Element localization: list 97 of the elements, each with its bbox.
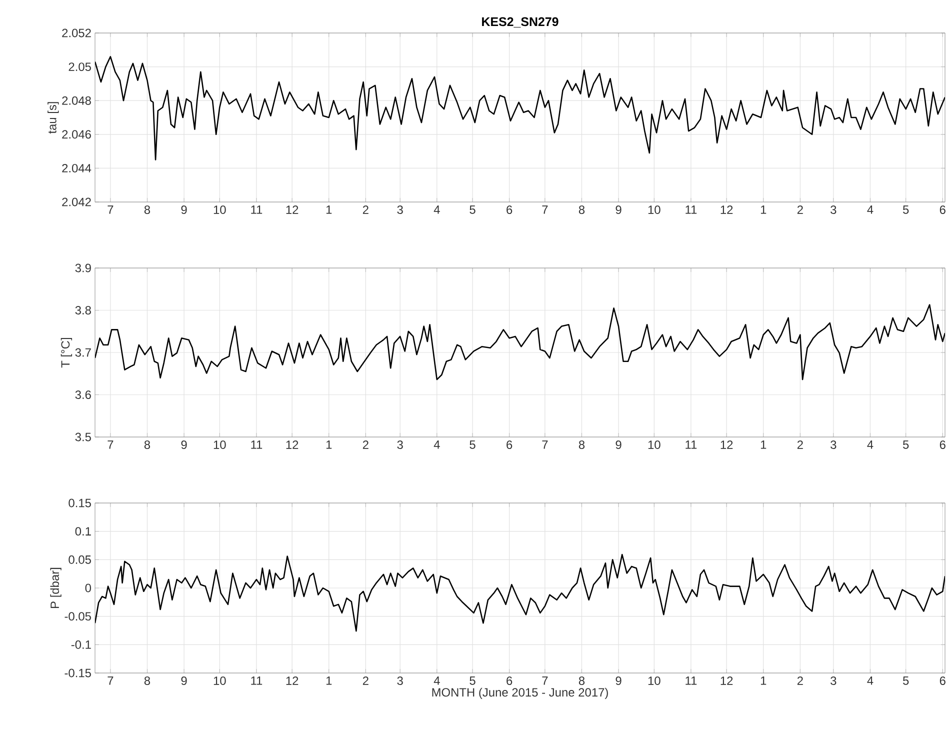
- x-tick-label: 8: [578, 206, 585, 214]
- x-tick-label: 9: [616, 440, 622, 449]
- x-tick-label: 3: [830, 206, 836, 214]
- x-tick-label: 7: [108, 206, 114, 214]
- x-tick-label: 8: [578, 440, 585, 449]
- y-tick-label: 3.9: [75, 264, 91, 272]
- x-tick-label: 6: [506, 440, 512, 449]
- x-tick-label: 11: [686, 206, 697, 214]
- y-tick-label: 0.1: [75, 527, 91, 536]
- x-tick-label: 1: [326, 676, 332, 685]
- x-tick-label: 5: [470, 676, 476, 685]
- x-tick-label: 1: [760, 676, 766, 685]
- x-tick-label: 12: [720, 206, 733, 214]
- x-tick-label: 8: [144, 206, 150, 214]
- x-tick-label: 7: [108, 676, 114, 685]
- x-tick-label: 12: [286, 676, 298, 685]
- x-tick-label: 11: [251, 206, 262, 214]
- y-tick-label: 2.048: [62, 96, 91, 105]
- x-tick-label: 5: [470, 440, 476, 449]
- x-tick-label: 4: [867, 206, 874, 214]
- x-tick-label: 9: [616, 206, 622, 214]
- x-tick-label: 4: [434, 440, 440, 449]
- x-tick-label: 7: [542, 676, 548, 685]
- x-tick-label: 1: [326, 206, 332, 214]
- y-tick-label: 3.5: [75, 432, 91, 442]
- x-tick-label: 10: [214, 440, 226, 449]
- x-tick-label: 3: [397, 206, 403, 214]
- x-tick-label: 3: [830, 440, 836, 449]
- chart-title: KES2_SN279: [482, 17, 558, 28]
- x-tick-label: 9: [181, 206, 187, 214]
- y-axis-title: tau [s]: [48, 102, 59, 134]
- y-tick-label: 3.7: [75, 348, 91, 357]
- x-tick-label: 2: [797, 676, 803, 685]
- x-tick-label: 12: [286, 206, 298, 214]
- line-series: [95, 554, 946, 632]
- x-tick-label: 11: [251, 440, 262, 449]
- x-tick-label: 5: [902, 440, 909, 449]
- y-tick-label: 3.8: [75, 306, 91, 314]
- x-tick-label: 9: [181, 440, 187, 449]
- x-tick-label: 7: [542, 440, 548, 449]
- x-tick-label: 6: [506, 676, 512, 685]
- x-tick-label: 5: [902, 206, 909, 214]
- x-tick-label: 2: [797, 440, 803, 449]
- x-tick-label: 11: [686, 440, 697, 449]
- y-tick-label: 2.042: [62, 198, 91, 206]
- x-tick-label: 3: [397, 440, 403, 449]
- x-tick-label: 8: [144, 676, 150, 685]
- x-tick-label: 3: [830, 676, 836, 685]
- x-axis-title: MONTH (June 2015 - June 2017): [432, 688, 608, 699]
- x-tick-label: 10: [214, 676, 226, 685]
- x-tick-label: 2: [362, 206, 368, 214]
- x-tick-label: 1: [760, 440, 766, 449]
- x-tick-label: 2: [797, 206, 803, 214]
- y-tick-label: -0.1: [71, 640, 91, 649]
- x-tick-label: 10: [214, 206, 226, 214]
- x-tick-label: 7: [542, 206, 548, 214]
- y-tick-label: 0: [85, 584, 92, 592]
- y-tick-label: 0.15: [68, 498, 91, 508]
- x-tick-label: 12: [286, 440, 298, 449]
- x-tick-label: 2: [362, 440, 368, 449]
- y-tick-label: -0.05: [64, 612, 91, 621]
- x-tick-label: 5: [470, 206, 476, 214]
- y-tick-label: 2.05: [68, 62, 91, 72]
- y-tick-label: 2.052: [62, 28, 91, 38]
- x-tick-label: 8: [144, 440, 150, 449]
- y-tick-label: 2.046: [62, 130, 91, 139]
- y-axis-title: P [dbar]: [50, 568, 62, 608]
- x-tick-label: 4: [867, 440, 874, 449]
- x-tick-label: 6: [940, 676, 946, 685]
- line-series: [95, 304, 946, 380]
- x-tick-label: 7: [108, 440, 114, 449]
- x-tick-label: 1: [760, 206, 766, 214]
- y-tick-label: 3.6: [75, 390, 91, 399]
- x-tick-label: 4: [434, 206, 440, 214]
- y-axis-title: T [°C]: [60, 338, 72, 368]
- x-tick-label: 11: [251, 676, 262, 685]
- x-tick-label: 4: [434, 676, 440, 685]
- x-tick-label: 3: [397, 676, 403, 685]
- x-tick-label: 6: [940, 440, 946, 449]
- x-tick-label: 9: [181, 676, 187, 685]
- x-tick-label: 10: [648, 440, 660, 449]
- x-tick-label: 10: [648, 676, 660, 685]
- x-tick-label: 12: [720, 676, 733, 685]
- x-tick-label: 5: [902, 676, 909, 685]
- x-tick-label: 11: [686, 676, 697, 685]
- x-tick-label: 10: [648, 206, 660, 214]
- y-tick-label: -0.15: [64, 668, 91, 678]
- x-tick-label: 9: [616, 676, 622, 685]
- x-tick-label: 6: [506, 206, 512, 214]
- x-tick-label: 6: [940, 206, 946, 214]
- y-tick-label: 2.044: [62, 164, 92, 172]
- x-tick-label: 8: [578, 676, 585, 685]
- x-tick-label: 1: [326, 440, 332, 449]
- x-tick-label: 4: [867, 676, 874, 685]
- y-tick-label: 0.05: [68, 555, 91, 564]
- x-tick-label: 2: [362, 676, 368, 685]
- x-tick-label: 12: [720, 440, 733, 449]
